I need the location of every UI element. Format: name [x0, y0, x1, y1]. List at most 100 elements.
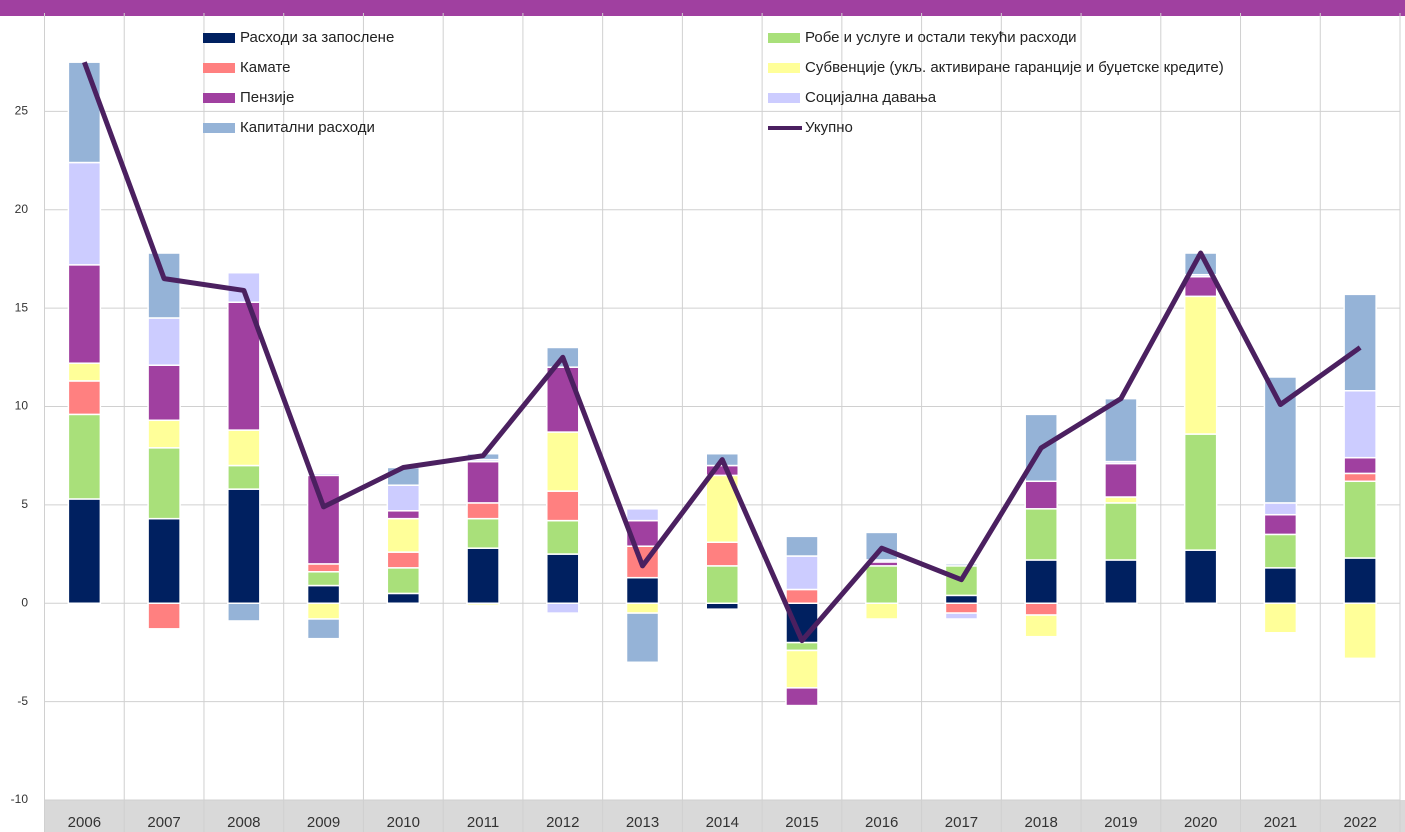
bar-segment [306, 618, 341, 640]
bar-segment [785, 649, 819, 689]
bar-segment [546, 366, 580, 433]
header-band [0, 0, 1405, 16]
bar-segment [386, 517, 421, 553]
bar-segment [944, 594, 979, 605]
bar-segment [1024, 614, 1058, 638]
legend-label: Капитални расходи [240, 119, 375, 136]
bar-segment [147, 364, 181, 422]
x-tick-label: 2008 [227, 814, 260, 831]
bar-segment [546, 553, 580, 604]
y-tick-label: -5 [17, 694, 28, 708]
bar-segment [306, 584, 341, 604]
x-tick-label: 2020 [1184, 814, 1217, 831]
bar-segment [227, 429, 261, 467]
bar-segment [147, 419, 181, 449]
bar-segment [625, 508, 660, 522]
legend-swatch [203, 63, 235, 73]
bar-segment [1343, 293, 1377, 392]
bar-segment [705, 565, 739, 604]
legend-label: Пензије [240, 89, 294, 106]
bar-segment [306, 472, 341, 477]
bar-segment [1343, 456, 1377, 475]
bar-segment [386, 567, 421, 595]
x-tick-label: 2017 [945, 814, 978, 831]
x-tick-label: 2021 [1264, 814, 1297, 831]
bar-segment [67, 61, 102, 164]
bar-segment [1263, 567, 1298, 605]
bar-segment [147, 447, 181, 520]
bar-segment [466, 547, 500, 604]
bar-segment [1183, 295, 1218, 435]
bar-segment [785, 535, 819, 557]
bar-segment [1183, 549, 1218, 605]
legend-swatch [768, 33, 800, 43]
bar-segment [625, 576, 660, 604]
bar-segment [386, 510, 421, 520]
x-tick-label: 2009 [307, 814, 340, 831]
bar-segment [1024, 508, 1058, 561]
bar-segment [546, 519, 580, 555]
bar-segment [67, 380, 102, 416]
x-tick-label: 2014 [706, 814, 739, 831]
bar-segment [944, 563, 979, 567]
bar-segment [546, 490, 580, 522]
bar-segment [227, 464, 261, 490]
bar-segment [1263, 513, 1298, 536]
bar-segment [944, 612, 979, 620]
legend-swatch [768, 93, 800, 103]
bar-segment [1343, 602, 1377, 660]
bar-segment [67, 362, 102, 382]
y-tick-label: 15 [15, 300, 29, 314]
bar-segment [625, 602, 660, 614]
bar-segment [386, 551, 421, 569]
bar-segment [306, 602, 341, 620]
bar-segment [67, 498, 102, 604]
category-band [44, 800, 1405, 832]
bar-segment [1183, 433, 1218, 551]
bar-segment [944, 602, 979, 614]
bar-segment [147, 252, 181, 319]
legend-label: Укупно [805, 119, 853, 136]
bar-segment [785, 641, 819, 652]
bar-segment [1104, 462, 1138, 498]
bar-segment [227, 602, 261, 622]
bar-segment [466, 602, 500, 606]
x-tick-label: 2012 [546, 814, 579, 831]
bar-segment [1024, 602, 1058, 616]
legend-label: Робе и услуге и остали текући расходи [805, 29, 1076, 46]
x-tick-label: 2018 [1025, 814, 1058, 831]
bar-segment [1263, 502, 1298, 516]
bar-segment [1024, 559, 1058, 605]
legend-label: Социјална давања [805, 89, 937, 106]
y-tick-label: 5 [21, 497, 28, 511]
bar-segment [1024, 480, 1058, 510]
y-tick-label: 25 [15, 104, 29, 118]
bar-segment [67, 161, 102, 266]
bar-segment [1343, 480, 1377, 559]
x-tick-label: 2019 [1104, 814, 1137, 831]
bar-segment [227, 488, 261, 605]
bar-segment [306, 563, 341, 573]
bar-segment [466, 517, 500, 549]
legend-label: Субвенције (укљ. активиране гаранције и … [805, 59, 1224, 76]
x-tick-label: 2013 [626, 814, 659, 831]
legend-label: Расходи за запослене [240, 29, 394, 46]
bar-segment [147, 517, 181, 605]
bar-segment [864, 602, 899, 620]
bar-segment [1104, 397, 1138, 463]
x-tick-label: 2016 [865, 814, 898, 831]
bar-segment [147, 602, 181, 630]
x-tick-label: 2011 [467, 814, 499, 831]
y-tick-label: 20 [15, 202, 29, 216]
y-tick-label: 10 [15, 399, 29, 413]
bar-segment [625, 612, 660, 664]
bar-segment [1343, 557, 1377, 604]
legend-swatch [768, 63, 800, 73]
bar-segment [1104, 559, 1138, 605]
bar-segment [864, 565, 899, 604]
bar-segment [1263, 602, 1298, 634]
total-line [82, 61, 1362, 644]
bar-segment [1263, 533, 1298, 569]
bar-segment [386, 592, 421, 604]
